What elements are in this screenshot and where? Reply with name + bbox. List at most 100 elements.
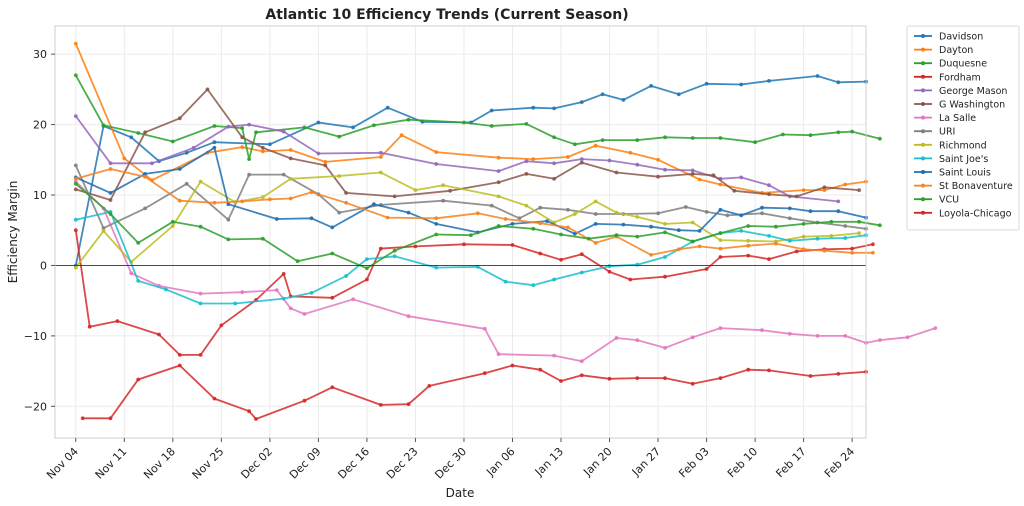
data-point bbox=[212, 124, 217, 128]
data-point bbox=[170, 224, 175, 228]
data-point bbox=[552, 135, 556, 140]
data-point bbox=[663, 167, 667, 172]
data-point bbox=[704, 210, 709, 214]
data-point bbox=[663, 376, 667, 380]
data-point bbox=[524, 203, 529, 208]
data-point bbox=[302, 398, 307, 403]
data-point bbox=[406, 402, 411, 407]
legend-swatch-marker bbox=[921, 34, 925, 38]
data-point bbox=[718, 231, 723, 236]
data-point bbox=[808, 374, 813, 378]
data-point bbox=[559, 379, 563, 383]
series-lines bbox=[55, 41, 938, 421]
data-point bbox=[767, 79, 771, 83]
y-axis-ticks: −20 −10 0 10 20 30 bbox=[24, 48, 55, 413]
data-point bbox=[434, 162, 439, 166]
data-point bbox=[760, 211, 764, 216]
data-point bbox=[739, 82, 744, 87]
data-point bbox=[462, 120, 466, 125]
data-point bbox=[704, 267, 709, 271]
data-point bbox=[427, 384, 432, 388]
data-point bbox=[739, 175, 744, 180]
data-point bbox=[274, 288, 279, 292]
x-tick-label: Nov 25 bbox=[190, 445, 227, 482]
data-point bbox=[240, 135, 245, 140]
legend-swatch-marker bbox=[921, 115, 925, 120]
data-point bbox=[760, 328, 764, 333]
data-point bbox=[815, 236, 820, 241]
data-point bbox=[787, 216, 792, 221]
x-tick-label: Jan 27 bbox=[629, 445, 663, 479]
data-point bbox=[614, 170, 619, 175]
y-tick-label: 20 bbox=[33, 119, 47, 132]
legend-item: Loyola-Chicago bbox=[914, 208, 1012, 219]
legend-label: URI bbox=[939, 127, 955, 138]
legend-item: Duquesne bbox=[914, 59, 987, 70]
data-point bbox=[261, 149, 265, 154]
data-point bbox=[330, 225, 335, 230]
data-point bbox=[212, 145, 217, 150]
data-point bbox=[753, 140, 757, 145]
data-point bbox=[663, 135, 667, 140]
data-point bbox=[822, 188, 827, 193]
data-point bbox=[690, 136, 695, 140]
data-point bbox=[573, 212, 577, 216]
data-point bbox=[413, 244, 418, 249]
data-point bbox=[108, 416, 113, 421]
data-point bbox=[496, 180, 501, 185]
data-point bbox=[531, 105, 536, 110]
legend-swatch-marker bbox=[921, 74, 925, 79]
data-point bbox=[378, 170, 383, 175]
data-point bbox=[697, 244, 702, 249]
data-point bbox=[399, 133, 404, 138]
data-point bbox=[108, 161, 113, 166]
legend-box bbox=[906, 25, 1020, 231]
series-group bbox=[73, 114, 841, 204]
data-point bbox=[878, 223, 882, 228]
data-point bbox=[73, 228, 78, 233]
data-point bbox=[614, 233, 619, 238]
data-point bbox=[129, 271, 134, 276]
legend-label: VCU bbox=[939, 195, 959, 206]
legend: Davidson Dayton Duquesne Fordham George Maso… bbox=[906, 25, 1020, 231]
data-point bbox=[635, 262, 640, 267]
data-point bbox=[801, 247, 806, 252]
data-point bbox=[496, 169, 501, 174]
data-point bbox=[579, 270, 584, 275]
data-point bbox=[718, 207, 723, 212]
data-point bbox=[566, 207, 570, 212]
data-point bbox=[586, 236, 591, 241]
data-point bbox=[295, 259, 300, 264]
data-point bbox=[878, 338, 882, 342]
x-tick-label: Feb 03 bbox=[676, 445, 711, 480]
data-point bbox=[469, 233, 473, 238]
data-point bbox=[718, 246, 723, 251]
data-point bbox=[579, 157, 584, 162]
y-tick-label: −20 bbox=[24, 400, 47, 413]
data-point bbox=[690, 335, 695, 340]
x-tick-label: Dec 16 bbox=[335, 445, 372, 482]
data-point bbox=[857, 219, 861, 224]
data-point bbox=[489, 124, 494, 128]
legend-item: VCU bbox=[914, 195, 959, 206]
legend-label: Saint Joe's bbox=[939, 154, 988, 165]
legend-item: G Washington bbox=[914, 100, 1005, 111]
data-point bbox=[101, 123, 106, 128]
x-tick-label: Jan 20 bbox=[580, 445, 614, 479]
legend-swatch-marker bbox=[921, 61, 925, 66]
data-point bbox=[489, 203, 494, 208]
legend-label: Loyola-Chicago bbox=[939, 208, 1012, 219]
data-point bbox=[579, 252, 584, 257]
data-point bbox=[441, 183, 446, 188]
data-point bbox=[177, 198, 182, 203]
data-point bbox=[593, 222, 598, 226]
data-point bbox=[635, 338, 640, 342]
data-point bbox=[559, 232, 563, 237]
data-point bbox=[489, 108, 494, 113]
data-point bbox=[247, 409, 252, 414]
series-group bbox=[73, 74, 868, 268]
data-point bbox=[621, 222, 626, 227]
data-point bbox=[649, 224, 653, 229]
data-point bbox=[240, 126, 245, 130]
data-point bbox=[697, 229, 702, 233]
